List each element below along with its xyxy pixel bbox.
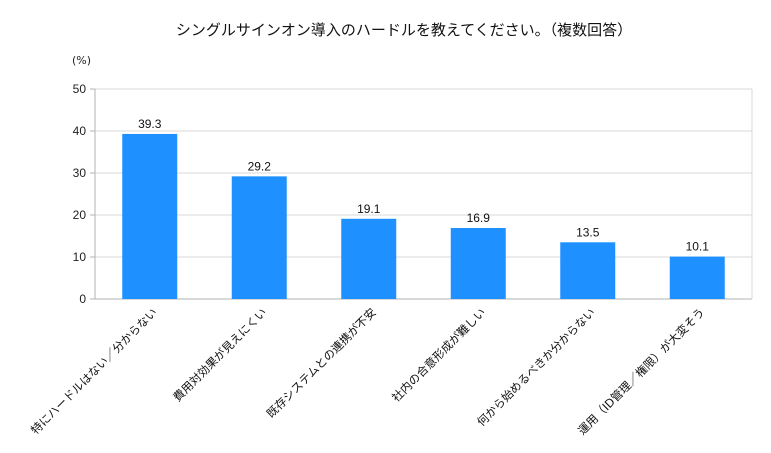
y-tick-label: 50	[73, 82, 87, 96]
y-tick-label: 20	[73, 208, 87, 222]
value-label: 19.1	[357, 202, 381, 216]
bars	[122, 133, 725, 299]
bar	[231, 176, 287, 299]
y-tick-label: 40	[73, 124, 87, 138]
gridlines	[94, 88, 753, 300]
x-category-label: 特にハードルはない／分からない	[28, 305, 160, 437]
bar	[560, 242, 616, 299]
x-category-label: 既存システムとの連携が不安	[264, 305, 379, 420]
y-axis-ticks: 0 10 20 30 40 50	[73, 82, 95, 306]
value-label: 16.9	[467, 211, 491, 225]
y-tick-label: 10	[73, 250, 87, 264]
chart-title: シングルサインオン導入のハードルを教えてください。（複数回答）	[176, 21, 632, 39]
y-unit-label: (%)	[72, 54, 91, 67]
x-axis-labels: 特にハードルはない／分からない 費用対効果が見えにくい既存システムとの連携が不安社…	[28, 305, 707, 437]
x-category-label: 何から始めるべきか分からない	[474, 305, 598, 429]
x-category-label: 運用（ID管理／権限）が大変そう	[575, 305, 707, 437]
y-tick-label: 30	[73, 166, 87, 180]
y-tick-label: 0	[79, 292, 86, 306]
value-label: 39.3	[138, 117, 162, 131]
value-label: 29.2	[248, 159, 272, 173]
value-label: 13.5	[576, 225, 600, 239]
value-label: 10.1	[686, 240, 710, 254]
bar	[122, 133, 178, 299]
bar	[450, 228, 506, 299]
bar	[669, 256, 725, 299]
bar	[341, 218, 397, 299]
x-category-label: 費用対効果が見えにくい	[170, 305, 269, 404]
value-labels: 39.3 29.2 19.1 16.9 13.5 10.1	[138, 117, 709, 254]
x-category-label: 社内の合意形成が難しい	[389, 305, 488, 404]
